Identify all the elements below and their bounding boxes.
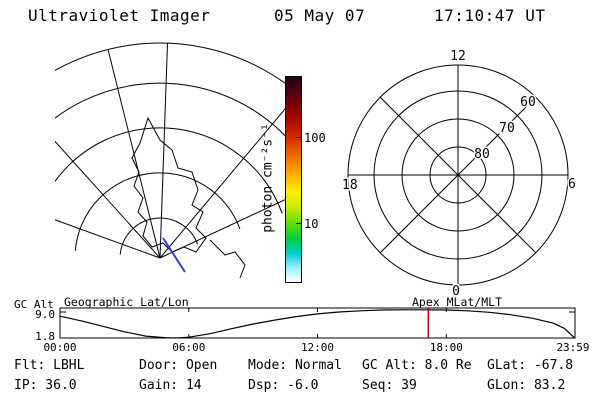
timeline-ticks — [60, 308, 575, 338]
meridian-line — [55, 219, 161, 259]
colorbar — [285, 76, 302, 283]
mlt-spoke — [379, 96, 459, 176]
status-seq: Seq: 39 — [362, 378, 417, 393]
xtick-2359: 23:59 — [556, 341, 589, 354]
mlat-ring-label-80: 80 — [474, 147, 490, 162]
mlt-spoke — [457, 174, 537, 254]
status-flt: Flt: LBHL — [14, 358, 85, 373]
colorbar-unit-label: photon cm⁻²s⁻¹ — [260, 123, 276, 233]
status-glat: GLat: -67.8 — [487, 358, 574, 373]
ytick-9: 9.0 — [35, 308, 55, 321]
status-ip: IP: 36.0 — [14, 378, 77, 393]
status-door: Door: Open — [139, 358, 218, 373]
geo-panel-caption: Geographic Lat/Lon — [64, 295, 189, 309]
xtick-1800: 18:00 — [430, 341, 463, 354]
mlat-ring-label-60: 60 — [520, 95, 536, 110]
colorbar-tick-label-10: 10 — [304, 217, 319, 231]
polar-grid — [347, 64, 569, 286]
mlt-spoke — [379, 174, 459, 254]
apex-panel-caption: Apex MLat/MLT — [412, 295, 503, 309]
mlt-label-18: 18 — [342, 178, 358, 193]
gc-alt-timeline: GC Alt 9.0 1.8 00:00 06:00 12:00 18:00 2… — [14, 298, 590, 354]
meridian-line — [159, 43, 168, 259]
meridian-line — [55, 140, 161, 259]
colorbar-gradient — [286, 77, 301, 282]
mlat-ring-label-70: 70 — [499, 121, 515, 136]
app-title: Ultraviolet Imager — [28, 6, 211, 25]
mlt-label-6: 6 — [568, 177, 576, 192]
auroral-streak — [162, 237, 186, 273]
mlt-label-0: 0 — [452, 284, 460, 299]
meridian-line — [159, 199, 285, 259]
status-gc-alt: GC Alt: 8.0 Re — [362, 358, 472, 373]
colorbar-tick-label-100: 100 — [304, 131, 326, 145]
mlt-label-12: 12 — [450, 49, 466, 64]
geo-grid-lines — [55, 42, 285, 259]
coastline-fragment — [209, 239, 246, 279]
latitude-arc — [55, 127, 283, 214]
meridian-line — [159, 108, 285, 259]
latitude-arc — [55, 42, 285, 84]
latitude-arc — [119, 217, 199, 255]
latitude-arc — [55, 82, 285, 137]
xtick-1200: 12:00 — [301, 341, 334, 354]
xtick-0600: 06:00 — [172, 341, 205, 354]
latitude-arc — [74, 172, 241, 251]
antarctica-coastline — [131, 116, 207, 253]
geographic-projection-panel — [55, 42, 285, 279]
ytick-1-8: 1.8 — [35, 330, 55, 343]
apex-mlat-mlt-panel: 12 18 6 0 60 70 80 — [341, 48, 578, 301]
timeline-ylabel: GC Alt — [14, 298, 54, 311]
status-mode: Mode: Normal — [248, 358, 342, 373]
colorbar-tickmark-100 — [296, 137, 302, 138]
status-gain: Gain: 14 — [139, 378, 202, 393]
status-dsp: Dsp: -6.0 — [248, 378, 319, 393]
mlt-spoke — [457, 96, 537, 176]
header-date: 05 May 07 — [274, 6, 366, 25]
timeline-plot-box — [59, 307, 576, 339]
header-time: 17:10:47 UT — [434, 6, 546, 25]
status-glon: GLon: 83.2 — [487, 378, 566, 393]
colorbar-tickmark-10 — [296, 223, 302, 224]
xtick-0000: 00:00 — [43, 341, 76, 354]
gc-alt-curve — [59, 309, 575, 339]
